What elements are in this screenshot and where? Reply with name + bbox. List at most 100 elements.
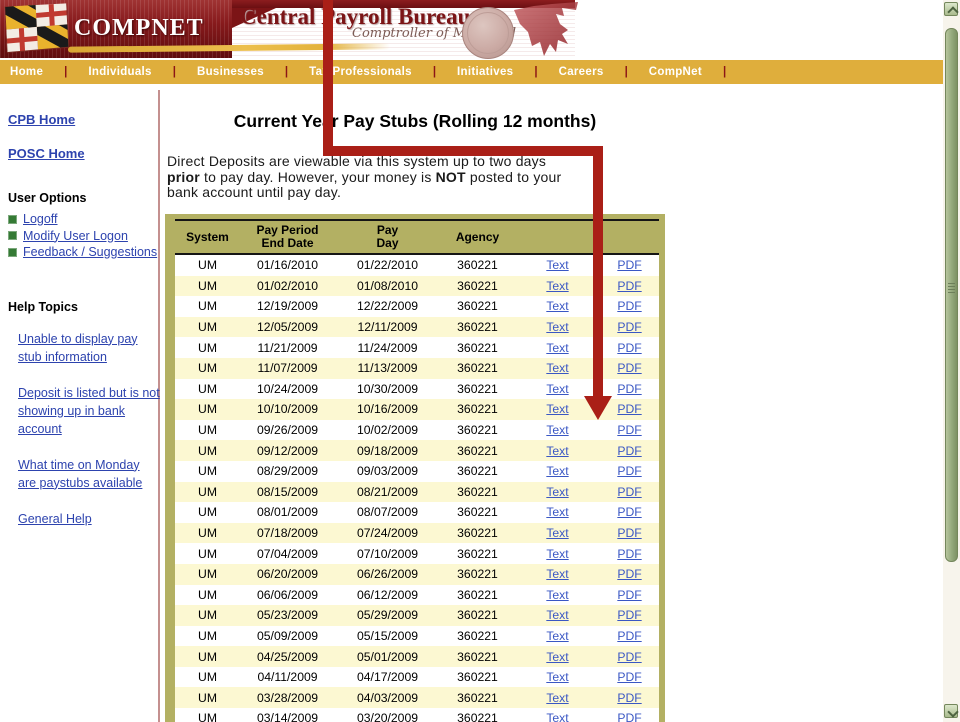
table-rule-top: [175, 219, 659, 221]
cell-agency: 360221: [457, 361, 498, 376]
pdf-link[interactable]: PDF: [617, 546, 642, 561]
modify-user-logon-link[interactable]: Modify User Logon: [23, 228, 128, 243]
text-link[interactable]: Text: [546, 690, 569, 705]
scrollbar-thumb[interactable]: [945, 28, 958, 562]
pdf-link[interactable]: PDF: [617, 361, 642, 376]
logoff-link[interactable]: Logoff: [23, 212, 58, 226]
pdf-link[interactable]: PDF: [617, 258, 642, 273]
cell-pay-period-end-date: 07/04/2009: [257, 546, 318, 561]
cell-system: UM: [198, 361, 217, 376]
table-body: UM 01/16/2010 01/22/2010 360221 Text PDF…: [175, 255, 659, 722]
general-help-link[interactable]: General Help: [18, 511, 92, 526]
pdf-link[interactable]: PDF: [617, 608, 642, 623]
pdf-link[interactable]: PDF: [617, 299, 642, 314]
text-link[interactable]: Text: [546, 340, 569, 355]
text-link[interactable]: Text: [546, 402, 569, 417]
pdf-link[interactable]: PDF: [617, 464, 642, 479]
nav-careers[interactable]: Careers: [558, 66, 604, 78]
text-link[interactable]: Text: [546, 526, 569, 541]
text-link[interactable]: Text: [546, 299, 569, 314]
table-row: UM 08/01/2009 08/07/2009 360221 Text PDF: [175, 502, 659, 523]
pdf-link[interactable]: PDF: [617, 690, 642, 705]
text-link[interactable]: Text: [546, 649, 569, 664]
cell-system: UM: [198, 258, 217, 273]
cpb-home-link[interactable]: CPB Home: [8, 112, 76, 127]
nav-tax-professionals[interactable]: Tax Professionals: [309, 66, 412, 78]
pdf-link[interactable]: PDF: [617, 320, 642, 335]
table-row: UM 03/14/2009 03/20/2009 360221 Text PDF: [175, 708, 659, 722]
cell-pay-day: 04/03/2009: [357, 690, 418, 705]
text-link[interactable]: Text: [546, 587, 569, 602]
text-link[interactable]: Text: [546, 711, 569, 722]
pdf-link[interactable]: PDF: [617, 484, 642, 499]
nav-individuals[interactable]: Individuals: [88, 66, 152, 78]
cell-agency: 360221: [457, 464, 498, 479]
cell-system: UM: [198, 464, 217, 479]
pdf-link[interactable]: PDF: [617, 628, 642, 643]
main-content: Current Year Pay Stubs (Rolling 12 month…: [165, 0, 665, 722]
header-banner: COMPNET Central Payroll Bureau Comptroll…: [0, 0, 943, 59]
pdf-link[interactable]: PDF: [617, 567, 642, 582]
text-link[interactable]: Text: [546, 361, 569, 376]
pdf-link[interactable]: PDF: [617, 402, 642, 417]
pdf-link[interactable]: PDF: [617, 423, 642, 438]
scroll-down-button[interactable]: [944, 704, 959, 718]
scroll-up-button[interactable]: [944, 2, 959, 18]
pdf-link[interactable]: PDF: [617, 526, 642, 541]
pdf-link[interactable]: PDF: [617, 649, 642, 664]
text-link[interactable]: Text: [546, 567, 569, 582]
table-row: UM 11/07/2009 11/13/2009 360221 Text PDF: [175, 357, 659, 379]
pdf-link[interactable]: PDF: [617, 443, 642, 458]
maryland-map-graphic: [512, 0, 580, 63]
banner-top-strip: [232, 0, 575, 8]
annotation-arrowhead: [584, 396, 612, 420]
nav-separator: |: [723, 66, 727, 78]
text-link[interactable]: Text: [546, 443, 569, 458]
table-row: UM 08/29/2009 09/03/2009 360221 Text PDF: [175, 460, 659, 482]
nav-separator: |: [432, 66, 437, 78]
vertical-scrollbar[interactable]: [943, 0, 960, 722]
nav-home[interactable]: Home: [10, 66, 44, 78]
pdf-link[interactable]: PDF: [617, 670, 642, 685]
cell-system: UM: [198, 649, 217, 664]
cell-pay-period-end-date: 05/23/2009: [257, 608, 318, 623]
help-deposit-listed-link[interactable]: Deposit is listed but is not showing up …: [18, 385, 160, 436]
text-link[interactable]: Text: [546, 320, 569, 335]
feedback-suggestions-link[interactable]: Feedback / Suggestions: [23, 245, 158, 259]
table-row: UM 07/04/2009 07/10/2009 360221 Text PDF: [175, 543, 659, 564]
nav-initiatives[interactable]: Initiatives: [457, 66, 514, 78]
text-link[interactable]: Text: [546, 546, 569, 561]
cell-pay-period-end-date: 11/21/2009: [257, 340, 318, 355]
cell-system: UM: [198, 423, 217, 438]
text-link[interactable]: Text: [546, 464, 569, 479]
pdf-link[interactable]: PDF: [617, 340, 642, 355]
cell-system: UM: [198, 484, 217, 499]
cell-pay-day: 05/01/2009: [357, 649, 418, 664]
text-link[interactable]: Text: [546, 670, 569, 685]
cell-pay-period-end-date: 09/12/2009: [257, 443, 318, 458]
text-link[interactable]: Text: [546, 505, 569, 520]
banner-diagonal-shape: [232, 8, 276, 28]
help-unable-display-link[interactable]: Unable to display pay stub information: [18, 331, 138, 364]
pdf-link[interactable]: PDF: [617, 711, 642, 722]
text-link[interactable]: Text: [546, 381, 569, 396]
nav-compnet[interactable]: CompNet: [648, 66, 702, 78]
pdf-link[interactable]: PDF: [617, 587, 642, 602]
help-what-time-monday-link[interactable]: What time on Monday are paystubs availab…: [18, 457, 143, 490]
text-link[interactable]: Text: [546, 258, 569, 273]
cell-agency: 360221: [457, 649, 498, 664]
text-link[interactable]: Text: [546, 278, 569, 293]
pdf-link[interactable]: PDF: [617, 381, 642, 396]
text-link[interactable]: Text: [546, 423, 569, 438]
posc-home-link[interactable]: POSC Home: [8, 146, 85, 161]
text-link[interactable]: Text: [546, 484, 569, 499]
pdf-link[interactable]: PDF: [617, 278, 642, 293]
text-link[interactable]: Text: [546, 608, 569, 623]
nav-businesses[interactable]: Businesses: [196, 66, 264, 78]
table-row: UM 11/21/2009 11/24/2009 360221 Text PDF: [175, 337, 659, 358]
text-link[interactable]: Text: [546, 628, 569, 643]
pdf-link[interactable]: PDF: [617, 505, 642, 520]
column-header-agency: Agency: [455, 229, 500, 244]
chevron-down-icon: [946, 705, 959, 718]
cell-pay-period-end-date: 01/16/2010: [257, 258, 318, 273]
